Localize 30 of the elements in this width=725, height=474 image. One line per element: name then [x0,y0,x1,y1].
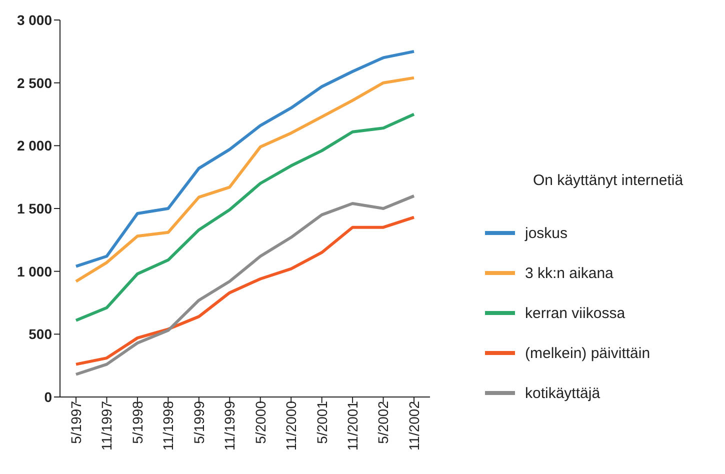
y-tick-label: 2 000 [16,138,52,154]
y-tick-label: 0 [44,388,52,405]
legend-title: On käyttänyt internetiä [533,172,684,189]
x-tick-label: 5/1998 [129,400,146,444]
x-tick-label: 11/2001 [344,400,360,451]
line-series [74,112,416,322]
legend-label: 3 kk:n aikana [525,264,614,282]
line-series [74,216,416,366]
x-tick-label: 5/1999 [190,400,207,444]
x-tick-label: 5/1997 [68,400,84,444]
x-tick-label: 11/1997 [98,400,115,451]
x-tick-label: 5/2000 [252,400,268,444]
legend-label: kotikäyttäjä [525,384,600,402]
x-tick-label: 5/2002 [375,400,392,444]
x-tick-label: 11/2002 [406,400,422,451]
y-tick-label: 3 000 [16,12,52,28]
y-tick-label: 2 500 [16,74,52,91]
x-tick-label: 11/1998 [160,400,176,451]
line-series [74,50,416,268]
x-tick-label: 11/1999 [222,400,238,451]
legend-label: kerran viikossa [525,304,626,322]
y-tick-label: 1 500 [16,200,52,216]
line-series [74,194,416,376]
y-tick-label: 1 000 [16,263,52,280]
y-tick-label: 500 [28,326,52,342]
legend-label: (melkein) päivittäin [525,344,650,362]
x-tick-label: 11/2000 [283,400,300,451]
line-series [74,76,416,283]
x-tick-label: 5/2001 [314,400,330,444]
legend-label: joskus [525,224,568,242]
